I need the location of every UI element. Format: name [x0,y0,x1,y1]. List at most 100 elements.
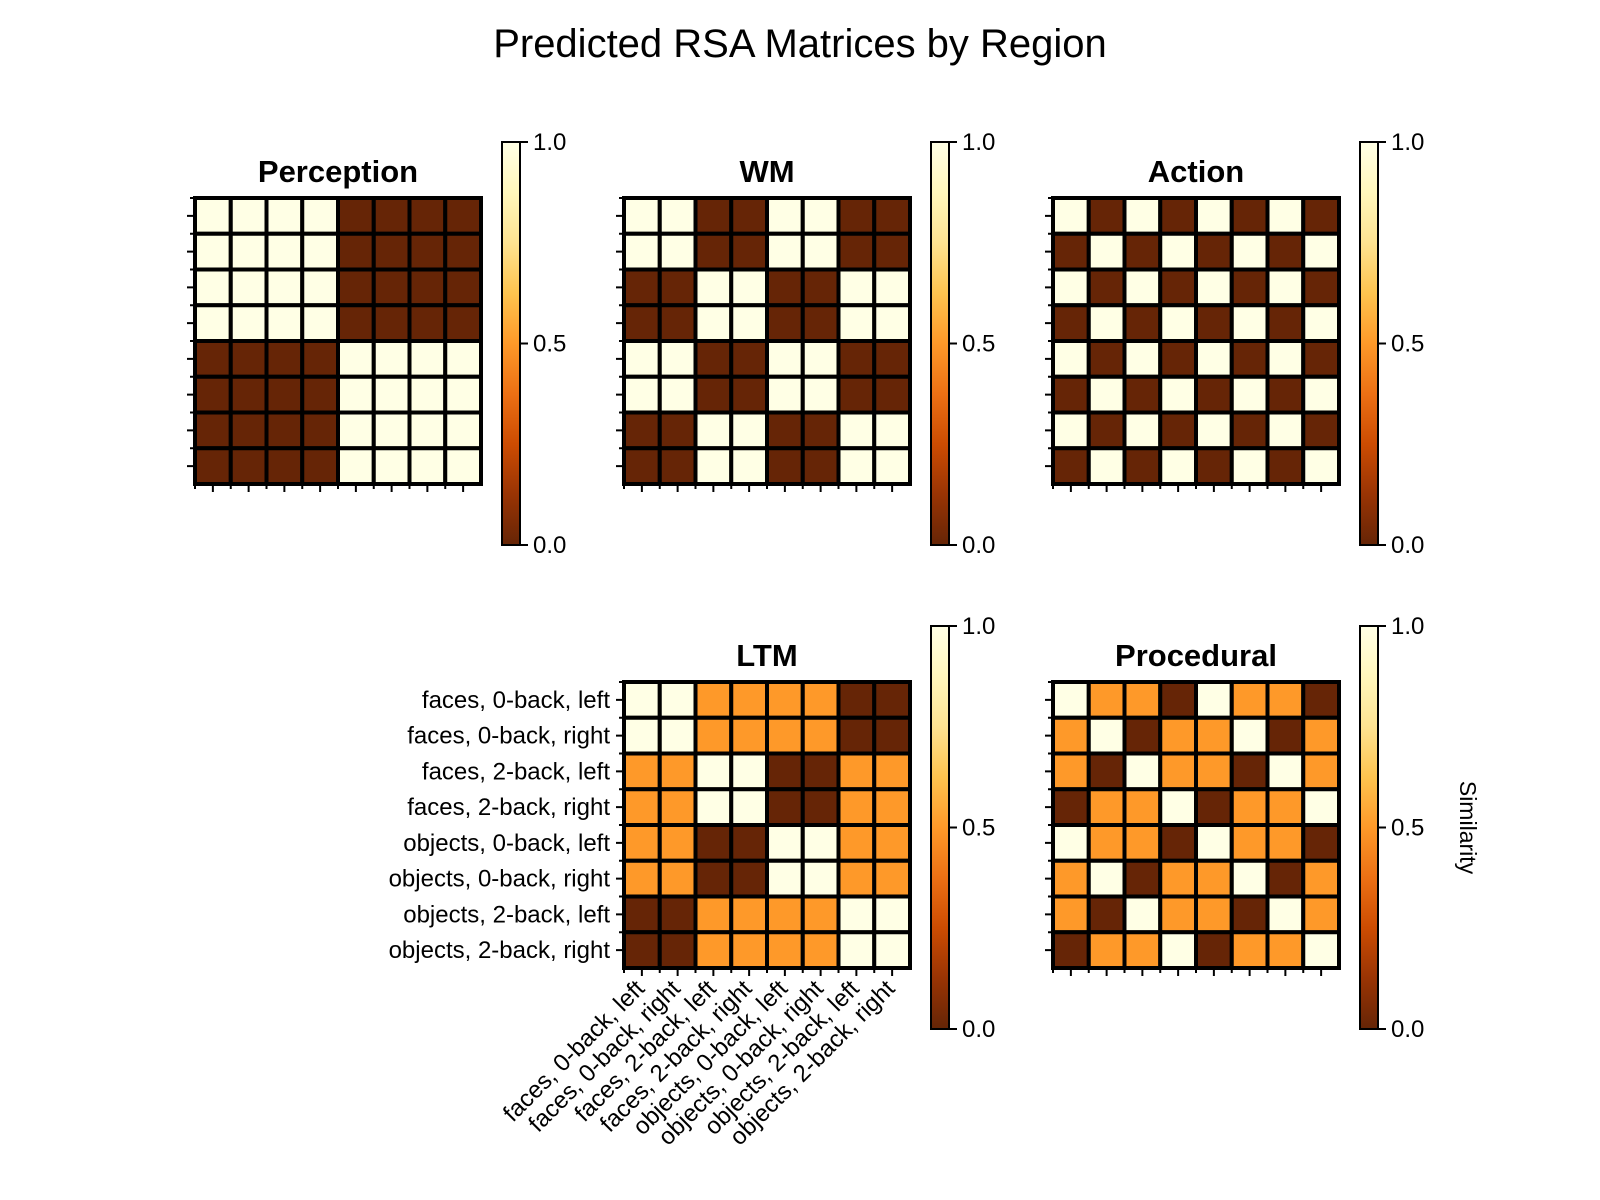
heatmap-cell [300,231,340,272]
heatmap-cell [693,196,734,236]
heatmap-cell [1086,751,1127,792]
heatmap-cell [1229,858,1270,899]
colorbar-tick-label: 0.5 [1391,331,1424,358]
heatmap-cell [836,410,877,451]
heatmap-cell [693,446,734,486]
heatmap-cell [622,715,662,756]
heatmap-cells [1051,680,1341,970]
heatmap-cell [622,858,662,899]
heatmap-cell [1086,231,1127,272]
heatmap-cell [371,303,412,343]
heatmap-cell [729,787,769,827]
heatmap-cell [657,787,698,827]
heatmap-cell [300,339,340,379]
heatmap-cell [765,231,805,272]
heatmap-cell [657,446,698,486]
heatmap-cell [1194,374,1234,415]
heatmap-cell [693,374,734,415]
heatmap-cell [800,930,841,970]
heatmap-cell [836,267,877,308]
heatmap-cell [1122,446,1163,486]
heatmap-cell [1051,823,1091,863]
colorbar-tick-label: 0.5 [533,331,566,358]
heatmap-cell [800,787,841,827]
heatmap-cell [336,267,376,308]
heatmap-cell [729,715,769,756]
axis-ticks [187,197,465,492]
panel-procedural: Procedural 0.0 0.5 1.0 Similarity [1045,613,1481,1043]
heatmap-cell [1051,715,1091,756]
heatmap-cell [729,680,769,720]
heatmap-cell [622,787,662,827]
panel-title: Action [1148,154,1244,189]
heatmap-cell [622,267,662,308]
heatmap-cell [1122,339,1163,379]
heatmap-cell [300,410,340,451]
heatmap-cell [1265,231,1306,272]
heatmap-cell [371,231,412,272]
heatmap-cell [1086,823,1127,863]
heatmap-cell [1158,267,1198,308]
heatmap-cell [765,680,805,720]
heatmap-cell [1301,787,1341,827]
heatmap-cell [300,303,340,343]
heatmap-cell [622,894,662,935]
heatmap-cell [300,267,340,308]
heatmap-cell [443,410,483,451]
heatmap-cell [765,410,805,451]
heatmap-cell [800,339,841,379]
heatmap-cell [1194,196,1234,236]
heatmap-cell [1265,894,1306,935]
heatmap-cell [622,231,662,272]
y-tick-label: faces, 2-back, left [422,758,610,785]
heatmap-cell [836,680,877,720]
heatmap-cell [193,446,233,486]
panel-wm: WM 0.0 0.5 1.0 [616,129,995,559]
heatmap-cell [1122,303,1163,343]
heatmap-cell [693,410,734,451]
colorbar-tick-label: 0.0 [962,532,995,559]
heatmap-cell [1122,894,1163,935]
heatmap-cell [1051,751,1091,792]
heatmap-cell [836,823,877,863]
colorbar-gradient [1359,141,1379,546]
heatmap-cell [729,196,769,236]
heatmap-cell [1158,374,1198,415]
heatmap-cell [1122,751,1163,792]
heatmap-cell [1229,410,1270,451]
heatmap-cell [228,410,269,451]
heatmap-cell [1158,303,1198,343]
heatmap-cell [443,267,483,308]
colorbar-tick-label: 0.0 [962,1016,995,1043]
heatmap-cell [622,196,662,236]
heatmap-cell [1301,196,1341,236]
colorbar-gradient [930,141,950,546]
heatmap-cell [657,715,698,756]
panel-action: Action 0.0 0.5 1.0 [1045,129,1424,559]
heatmap-cell [693,715,734,756]
heatmap-cell [622,751,662,792]
heatmap-cell [264,410,305,451]
heatmap-cell [1122,930,1163,970]
heatmap-cell [193,410,233,451]
heatmap-cell [1051,339,1091,379]
heatmap-cell [693,680,734,720]
heatmap-cell [1301,680,1341,720]
heatmap-cell [1229,787,1270,827]
heatmap-cell [1229,267,1270,308]
heatmap-cell [371,410,412,451]
heatmap-cell [872,374,912,415]
colorbar-gradient [501,141,521,546]
heatmap-cell [657,858,698,899]
heatmap-cell [1122,715,1163,756]
heatmap-cell [228,196,269,236]
heatmap-cell [765,751,805,792]
heatmap-cell [657,303,698,343]
heatmap-cell [1086,930,1127,970]
heatmap-cell [800,410,841,451]
panel-title: WM [739,154,794,189]
heatmap-cell [407,267,448,308]
heatmap-cell [1158,930,1198,970]
heatmap-cell [1158,787,1198,827]
colorbar-tick-label: 1.0 [962,129,995,156]
